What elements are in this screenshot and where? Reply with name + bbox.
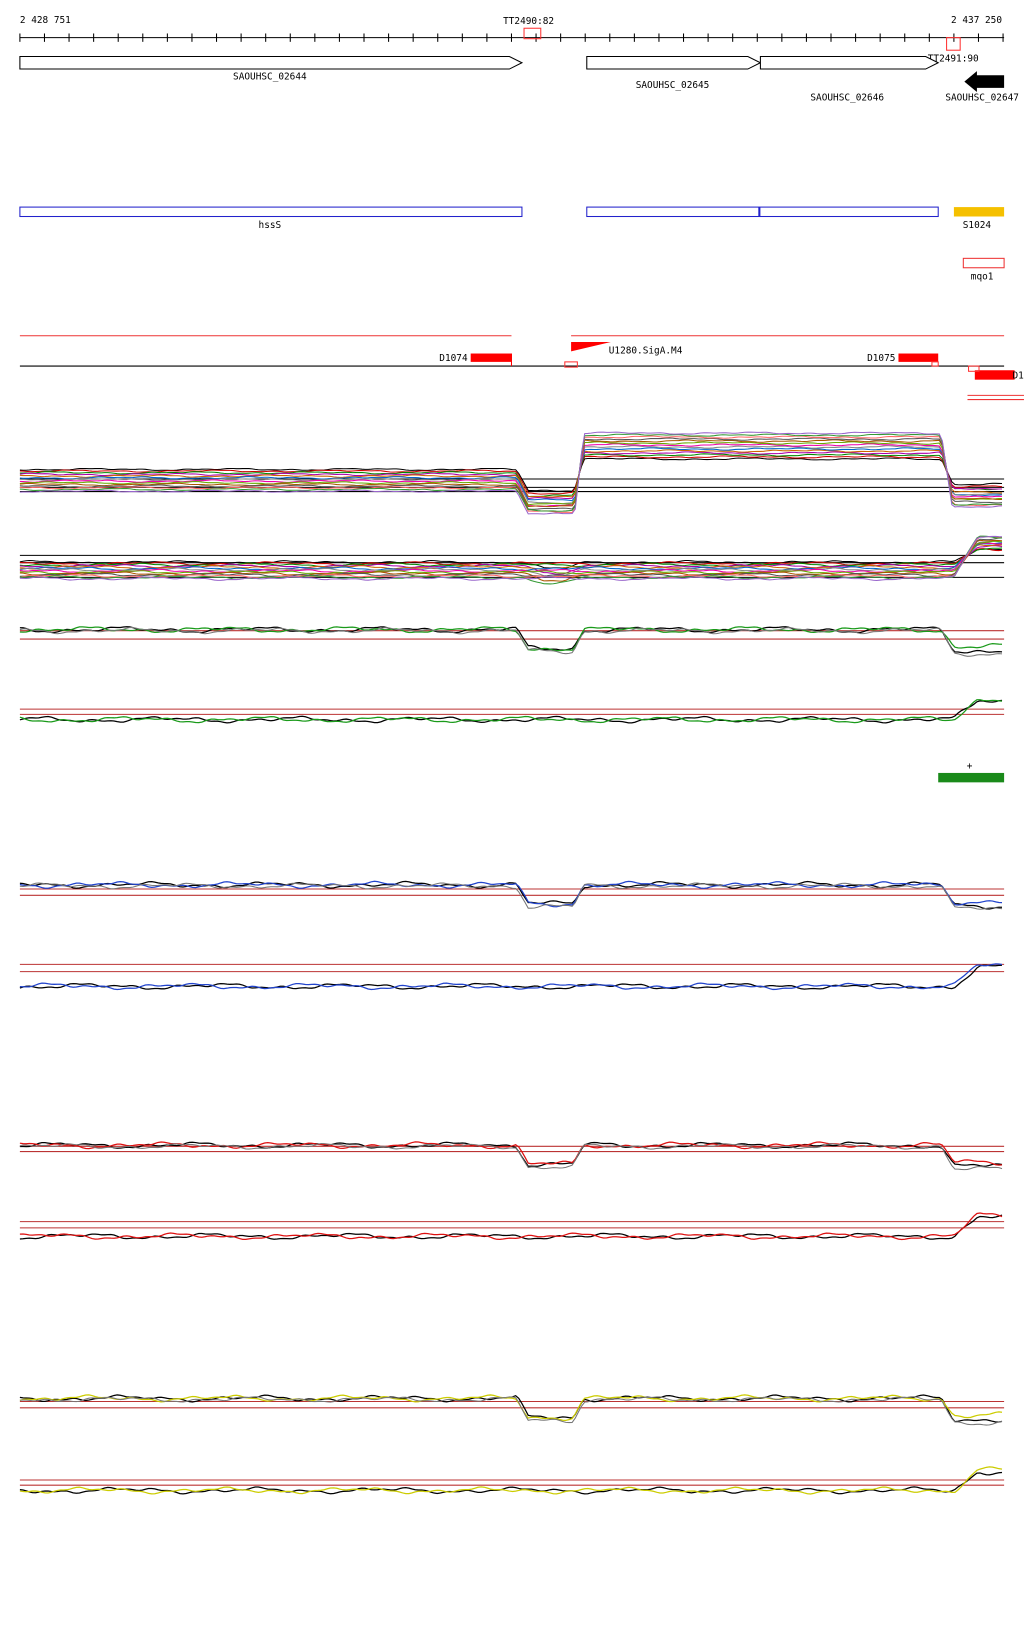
signal-line [19, 449, 1003, 498]
promoter-box [931, 361, 939, 367]
signal-line [19, 437, 1003, 510]
signal-line [19, 880, 1003, 908]
operon-label: hssS [259, 220, 282, 231]
signal-line [19, 542, 1003, 574]
gene-label: SAOUHSC_02645 [636, 80, 710, 91]
promoter-label: D1075 [867, 353, 895, 364]
terminator-label: TT2491:90 [928, 54, 979, 65]
promoter-box [564, 361, 578, 368]
signal-line [19, 545, 1003, 575]
signal-line [19, 431, 1003, 515]
signal-line [19, 441, 1003, 506]
signal-line [19, 457, 1003, 492]
signal-line [19, 1471, 1003, 1495]
signal-line [19, 443, 1003, 507]
gene-label: SAOUHSC_02647 [945, 92, 1019, 103]
gene-label: SAOUHSC_02646 [810, 92, 884, 103]
operon-label: mqo1 [971, 271, 994, 282]
signal-line [19, 535, 1003, 582]
signal-line [19, 451, 1003, 500]
signal-line [19, 1466, 1003, 1495]
signal-line [19, 880, 1003, 910]
signal-line [19, 1212, 1003, 1241]
gene-label: SAOUHSC_02644 [233, 71, 307, 82]
promoter-flag [571, 342, 611, 363]
signal-line [19, 445, 1003, 505]
promoter-box [968, 365, 980, 372]
signal-line [19, 882, 1003, 910]
signal-line [19, 1142, 1003, 1171]
ruler-end: 2 437 250 [951, 15, 1002, 26]
gene-arrow [759, 55, 940, 70]
ruler-ticks [19, 33, 1004, 42]
operon [19, 206, 523, 218]
terminator-label: TT2490:82 [503, 16, 554, 27]
signal-line [19, 699, 1003, 724]
operon-label: S1024 [963, 220, 992, 231]
signal-line [19, 536, 1003, 579]
signal-line [19, 439, 1003, 508]
strand-label: + [967, 761, 973, 772]
terminator [946, 37, 961, 51]
signal-line [19, 699, 1003, 724]
signal-line [19, 1214, 1003, 1240]
signal-line [19, 455, 1003, 495]
signal-line [19, 547, 1003, 568]
gene-arrow [586, 55, 762, 70]
promoter-label: D1074 [439, 353, 468, 364]
ruler-start: 2 428 751 [20, 15, 71, 26]
promoter-label: U1280.SigA.M4 [609, 346, 683, 357]
operon [586, 206, 939, 218]
signal-line [19, 447, 1003, 502]
promoter [470, 353, 512, 362]
signal-line [19, 548, 1003, 566]
signal-line [19, 453, 1003, 498]
signal-line [19, 963, 1003, 991]
operon [962, 257, 1005, 269]
signal-tracks [19, 431, 1005, 1495]
signal-line [19, 433, 1003, 512]
signal-line [19, 1396, 1003, 1426]
terminator [523, 27, 542, 40]
gene-arrow [964, 71, 1005, 93]
gene-arrow [19, 55, 524, 70]
signal-line [19, 627, 1003, 657]
strand-bar [938, 772, 1005, 783]
promoter-label: D1 [1012, 371, 1024, 382]
signal-line [19, 435, 1003, 514]
promoter [898, 353, 939, 362]
signal-line [19, 1394, 1003, 1421]
signal-line [19, 535, 1003, 585]
operon [953, 207, 1005, 217]
promoter [974, 370, 1015, 380]
